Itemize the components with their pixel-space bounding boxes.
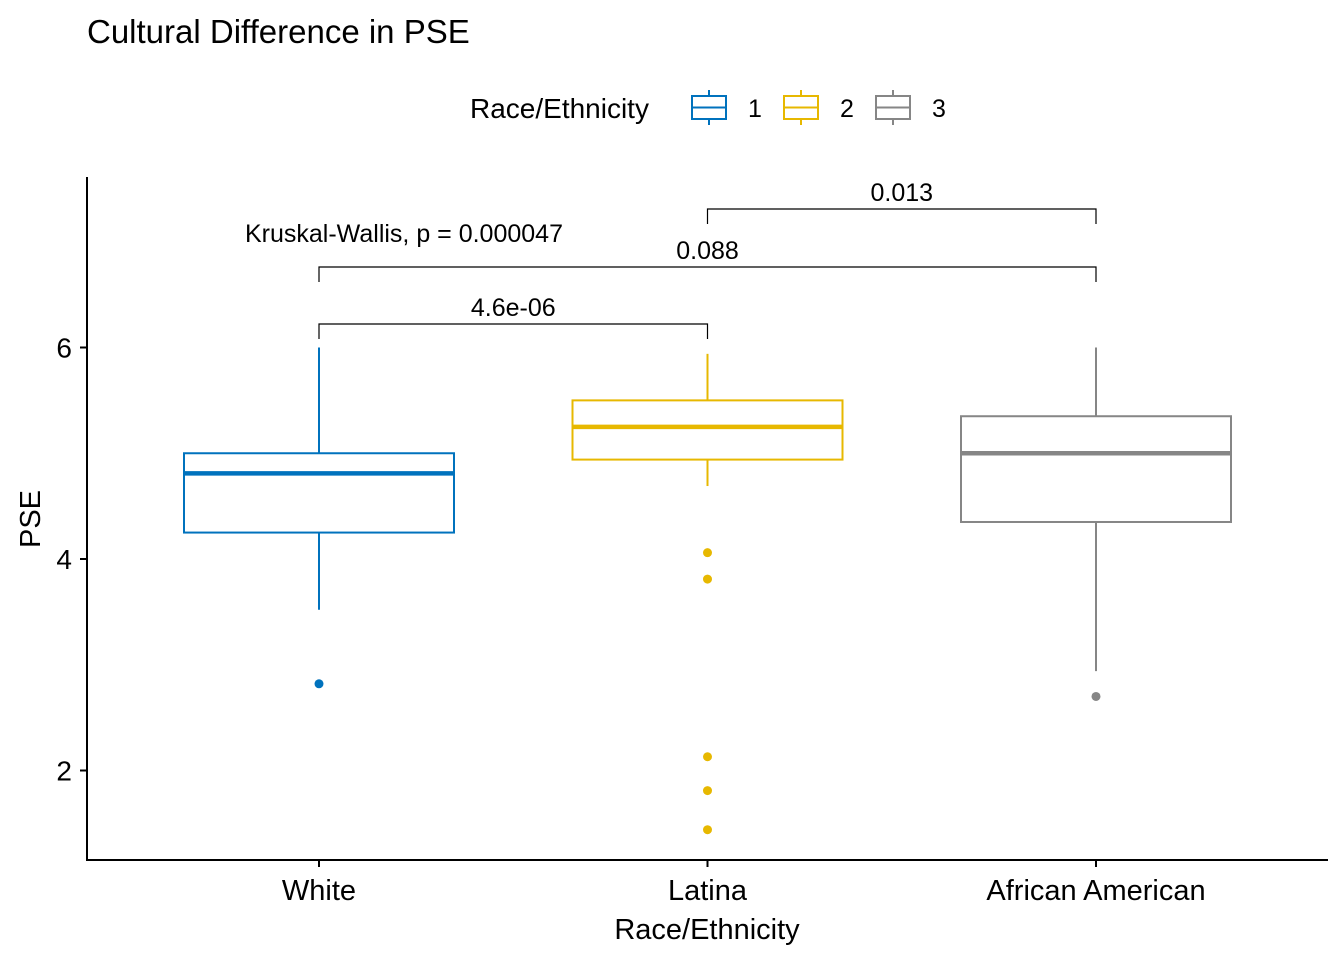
legend-label: 2 — [840, 95, 854, 123]
legend-label: 3 — [932, 95, 946, 123]
comparison-bracket — [318, 323, 709, 339]
comparison-p-value: 0.088 — [676, 237, 739, 265]
box-body — [571, 399, 844, 461]
legend-label: 1 — [748, 95, 762, 123]
box-body — [960, 415, 1232, 523]
comparison-bracket — [318, 266, 1097, 282]
box-african-american — [960, 347, 1232, 701]
comparison-p-value: 0.013 — [870, 179, 933, 207]
y-tick-label: 2 — [56, 756, 72, 787]
box-latina — [571, 353, 844, 835]
x-tick-label: White — [282, 875, 356, 907]
box-white — [183, 347, 455, 689]
legend: Race/Ethnicity 1 2 3 — [470, 90, 946, 125]
x-tick-label: African American — [986, 875, 1205, 907]
y-tick-label: 4 — [56, 544, 72, 575]
outlier-point — [703, 752, 712, 762]
outlier-point — [1091, 691, 1101, 701]
legend-key-3 — [875, 90, 911, 125]
legend-key-1 — [691, 90, 727, 125]
y-tick-label: 6 — [56, 333, 72, 364]
axes: PSE Race/Ethnicity — [15, 177, 1328, 946]
x-axis-label: Race/Ethnicity — [614, 914, 800, 946]
outlier-point — [703, 548, 712, 558]
y-axis-label: PSE — [15, 490, 47, 548]
comparison-p-value: 4.6e-06 — [471, 294, 556, 322]
outlier-point — [703, 825, 712, 835]
x-ticks: White Latina African American — [282, 860, 1206, 907]
outlier-point — [314, 679, 324, 689]
outlier-point — [703, 574, 712, 584]
legend-title: Race/Ethnicity — [470, 93, 649, 124]
box-body — [183, 452, 455, 534]
chart-title: Cultural Difference in PSE — [87, 13, 470, 50]
outlier-point — [703, 786, 712, 796]
y-ticks: 2 4 6 — [56, 333, 87, 787]
legend-key-2 — [783, 90, 819, 125]
comparison-brackets: 4.6e-06 0.088 0.013 — [318, 179, 1097, 339]
kruskal-wallis-label: Kruskal-Wallis, p = 0.000047 — [245, 220, 563, 248]
box-series — [183, 347, 1232, 835]
x-tick-label: Latina — [668, 875, 748, 907]
comparison-bracket — [706, 208, 1097, 224]
